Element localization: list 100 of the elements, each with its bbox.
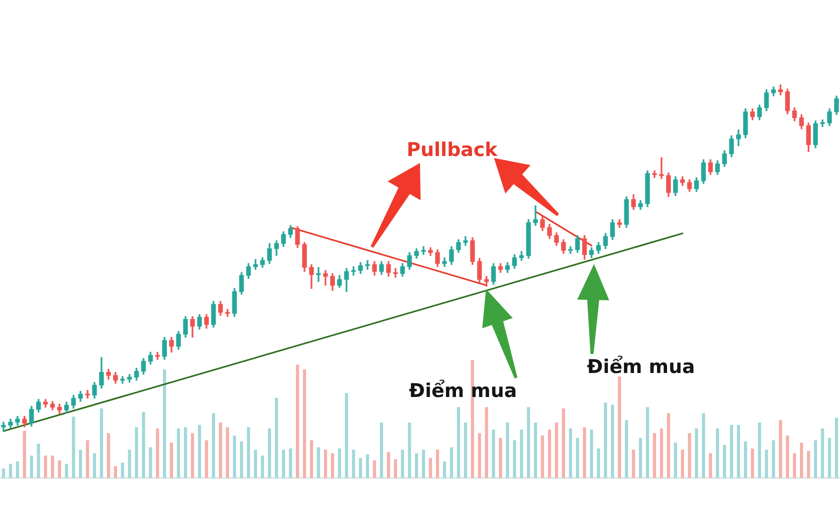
- bar: [134, 427, 138, 478]
- bar: [352, 450, 356, 478]
- bar: [302, 369, 306, 478]
- bar: [484, 407, 488, 478]
- bar: [786, 436, 790, 478]
- bar: [92, 453, 96, 478]
- candlestick: [659, 157, 664, 180]
- bar: [36, 444, 40, 478]
- bar: [86, 440, 90, 478]
- bar: [72, 416, 76, 478]
- bar: [554, 422, 558, 478]
- bar: [646, 407, 650, 478]
- bar: [204, 440, 208, 478]
- bar: [576, 438, 580, 478]
- candlestick: [225, 308, 230, 317]
- bar: [128, 450, 132, 478]
- bar: [512, 440, 516, 478]
- bar: [254, 450, 258, 478]
- bar: [372, 460, 376, 478]
- bar: [30, 456, 34, 478]
- bar: [246, 427, 250, 478]
- bar: [380, 422, 384, 478]
- bar: [310, 440, 314, 478]
- bar: [464, 422, 468, 478]
- bar: [534, 422, 538, 478]
- bar: [428, 458, 432, 478]
- bar: [604, 402, 608, 478]
- bar: [456, 407, 460, 478]
- bar: [358, 458, 362, 478]
- bar: [562, 408, 566, 478]
- bar: [828, 438, 832, 478]
- bar: [778, 420, 782, 478]
- candlestick: [568, 246, 573, 254]
- bar: [394, 459, 398, 478]
- bar: [618, 376, 622, 478]
- bar: [708, 453, 712, 478]
- candlestick: [365, 260, 370, 270]
- candlestick: [253, 259, 258, 270]
- bar: [750, 448, 754, 478]
- bar: [652, 433, 656, 478]
- bar: [694, 428, 698, 478]
- candlestick: [155, 352, 160, 360]
- bar: [50, 456, 54, 478]
- bar: [568, 428, 572, 478]
- bar: [674, 442, 678, 478]
- bar: [198, 424, 202, 478]
- bar: [162, 369, 166, 478]
- bar: [716, 428, 720, 478]
- bar: [232, 436, 236, 478]
- bar: [772, 440, 776, 478]
- bar: [338, 448, 342, 478]
- bar: [78, 450, 82, 478]
- bar: [814, 440, 818, 478]
- bar: [344, 393, 348, 478]
- bar: [184, 427, 188, 478]
- bar: [100, 408, 104, 478]
- candlestick: [533, 205, 538, 226]
- annotation: Điểm mua: [409, 380, 517, 403]
- bar: [16, 461, 20, 478]
- candlestick: [820, 119, 825, 128]
- bar: [8, 464, 12, 478]
- bar: [422, 450, 426, 478]
- annotation: Pullback: [406, 139, 498, 162]
- bar: [492, 430, 496, 478]
- bar: [64, 464, 68, 478]
- bar: [436, 450, 440, 478]
- bar: [330, 453, 334, 478]
- bar: [498, 438, 502, 478]
- bar: [800, 442, 804, 478]
- bar: [268, 428, 272, 478]
- bar: [526, 407, 530, 478]
- candlestick: [393, 268, 398, 278]
- bar: [758, 422, 762, 478]
- bar: [58, 460, 62, 478]
- candlestick: [120, 376, 125, 384]
- bar: [666, 413, 670, 478]
- bar: [106, 433, 110, 478]
- bar: [408, 422, 412, 478]
- bar: [624, 420, 628, 478]
- bar: [366, 454, 370, 478]
- bar: [478, 433, 482, 478]
- candlestick: [351, 266, 356, 276]
- bar: [590, 430, 594, 478]
- bar: [660, 428, 664, 478]
- bar: [680, 450, 684, 478]
- bar: [44, 456, 48, 478]
- bar: [22, 430, 26, 478]
- bar: [296, 364, 300, 478]
- bar: [176, 428, 180, 478]
- bar: [142, 412, 146, 478]
- bar: [520, 430, 524, 478]
- candlestick: [778, 84, 783, 96]
- candlestick: [316, 267, 321, 282]
- bar: [226, 427, 230, 478]
- bar: [610, 404, 614, 478]
- bar: [834, 418, 838, 478]
- bar: [632, 450, 636, 478]
- bar: [2, 468, 6, 478]
- bar: [282, 450, 286, 478]
- bar: [274, 398, 278, 478]
